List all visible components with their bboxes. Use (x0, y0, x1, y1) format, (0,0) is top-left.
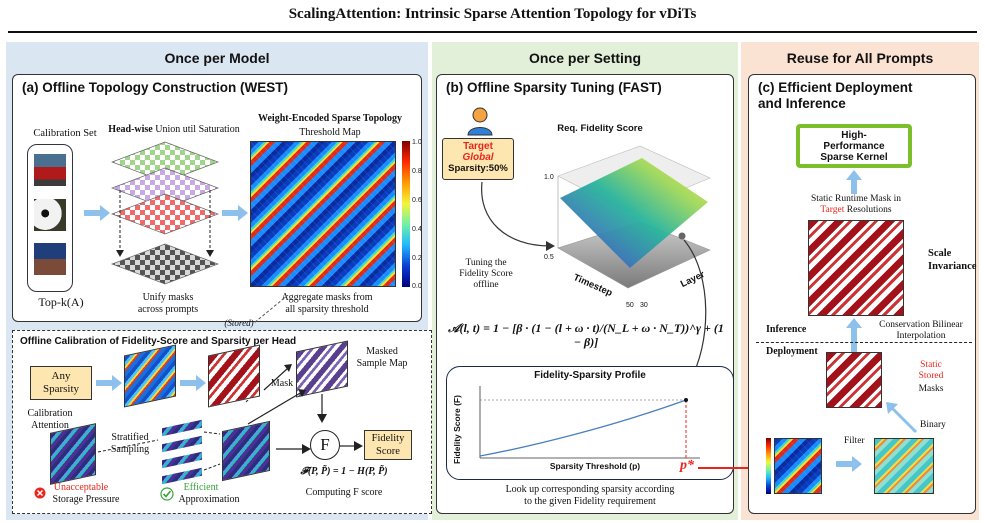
right-arrow-icon (276, 444, 311, 454)
right-arrow-icon (340, 441, 363, 451)
layer-tick-30: 30 (640, 302, 648, 309)
up-arrow-icon (846, 318, 862, 356)
colorbar-tick: 0.8 (412, 168, 422, 175)
threshold-map-heatmap (250, 141, 396, 287)
fidelity-function-circle: F (310, 430, 340, 460)
threshold-heatmap-small (774, 438, 822, 494)
down-arrow-icon (317, 394, 327, 423)
conservation-label: Conservation Bilinear Interpolation (879, 320, 963, 341)
computing-f-score-label: Computing F score (305, 487, 383, 498)
fidelity-surface-plot (557, 145, 711, 289)
req-fidelity-label: Req. Fidelity Score (557, 123, 643, 134)
stage-once-per-model: Once per Model (164, 50, 270, 66)
tuning-curve-arrow (481, 181, 555, 251)
panel-a-heading: (a) Offline Topology Construction (WEST) (22, 80, 288, 95)
inference-deployment-divider (756, 342, 972, 343)
figure-title: ScalingAttention: Intrinsic Sparse Atten… (288, 6, 697, 22)
panel-b-heading: (b) Offline Sparsity Tuning (FAST) (446, 80, 662, 95)
stored-connector (253, 295, 289, 324)
runtime-mask-large (808, 220, 904, 316)
mask-label: Mask (270, 378, 294, 389)
stage-reuse-all-prompts: Reuse for All Prompts (786, 50, 934, 66)
colorbar-tick: 0.0 (412, 283, 422, 290)
any-sparsity-box: Any Sparsity (30, 366, 92, 400)
calibration-set-label: Calibration Set (33, 128, 97, 139)
error-cross-icon (34, 487, 46, 499)
colorbar-tick: 0.4 (412, 226, 422, 233)
calibration-heading: Offline Calibration of Fidelity-Score an… (20, 336, 297, 347)
sparsity-formula: 𝒜(l, t) = 1 − [β · (1 − (l + ω · t)/(N_L… (448, 321, 724, 349)
timestep-tick-50: 50 (626, 302, 634, 309)
calibration-attention-map (50, 423, 96, 485)
mask-arrow (263, 364, 292, 391)
filtered-heatmap (874, 438, 934, 494)
stored-label: (Stored) (224, 318, 254, 328)
static-runtime-label: Static Runtime Mask in Target Resolutions (811, 194, 901, 215)
topk-label: Top-k(A) (38, 295, 84, 309)
efficient-label: Efficient (183, 482, 219, 493)
topology-title: Weight-Encoded Sparse Topology (258, 113, 402, 124)
sparsity-50-label: Sparsity:50% (448, 163, 508, 174)
stage-once-per-setting: Once per Setting (528, 50, 642, 66)
global-label: Global (462, 152, 494, 163)
colorbar-tick: 0.6 (412, 197, 422, 204)
deployment-label: Deployment (766, 346, 818, 357)
profile-chart (479, 386, 700, 459)
threshold-colorbar (402, 141, 410, 287)
arrow-right-icon (836, 456, 862, 472)
arrow-right-icon (180, 375, 206, 391)
sparse-kernel-box: High- Performance Sparse Kernel (796, 124, 912, 168)
inference-label: Inference (766, 324, 807, 335)
small-colorbar (766, 438, 771, 494)
unacceptable-label: Unacceptable (53, 482, 109, 493)
p-star-label: p* (680, 458, 694, 473)
user-icon (467, 107, 493, 136)
profile-xlabel: Sparsity Threshold (p) (549, 461, 641, 471)
approx-to-masked-arrow (247, 389, 306, 425)
stratified-sampling-label: Stratified Sampling (110, 432, 150, 455)
tuning-label: Tuning the Fidelity Score offline (459, 258, 513, 290)
check-icon (160, 487, 174, 501)
sparsity-heatmap (124, 344, 176, 408)
panel-c-heading: (c) Efficient Deployment and Inference (758, 80, 913, 111)
lookup-label: Look up corresponding sparsity according… (505, 484, 675, 507)
profile-ylabel: Fidelity Score (F) (452, 395, 462, 464)
masks-label: Masks (918, 384, 944, 394)
title-rule (8, 31, 977, 33)
storage-pressure-label: Storage Pressure (52, 494, 120, 505)
static-stored-label: Static Stored (918, 360, 944, 381)
unify-masks-label: Unify masks across prompts (137, 292, 199, 315)
approximation-label: Approximation (178, 494, 240, 505)
threshold-map-label: Threshold Map (299, 127, 361, 138)
stacked-masks-illustration (111, 141, 219, 285)
binary-arrow (886, 402, 918, 434)
surface-to-profile-arrow (683, 239, 707, 384)
scale-invariance-label: Scale Invariance (928, 248, 977, 272)
masked-sample-label: Masked Sample Map (356, 346, 408, 369)
colorbar-tick: 0.2 (412, 255, 422, 262)
arrow-right-icon (84, 205, 110, 221)
binary-label: Binary (920, 420, 946, 430)
target-label: Target (463, 141, 493, 152)
headwise-label: Head-wise Union util Saturation (108, 124, 240, 135)
calibration-arrows (97, 400, 249, 471)
mountain-thumbnail (34, 243, 66, 275)
up-arrow-icon (846, 170, 862, 194)
colorbar-tick: 1.0 (412, 139, 422, 146)
aggregate-masks-label: Aggregate masks from all sparsity thresh… (281, 292, 373, 315)
f-score-formula: 𝓕(P, P̃) = 1 − H(P, P̃) (300, 466, 388, 477)
target-sparsity-box: Target Global Sparsity:50% (442, 138, 514, 180)
calibration-attention-label: Calibration Attention (27, 408, 73, 431)
stored-mask-small (826, 352, 882, 408)
fidelity-score-box: Fidelity Score (364, 430, 412, 460)
z-tick-05: 0.5 (544, 254, 554, 261)
z-tick-1: 1.0 (544, 174, 554, 181)
filter-label: Filter (844, 436, 865, 446)
arrow-right-icon (96, 375, 122, 391)
arrow-right-icon (222, 205, 248, 221)
panda-thumbnail (34, 199, 66, 231)
train-thumbnail (34, 154, 66, 186)
profile-title: Fidelity-Sparsity Profile (534, 370, 646, 381)
